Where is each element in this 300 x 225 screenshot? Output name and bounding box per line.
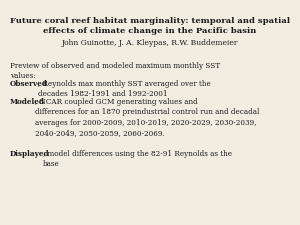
Text: , NCAR coupled GCM generating values and
differences for an 1870 preindustrial c: , NCAR coupled GCM generating values and…	[35, 98, 260, 137]
Text: Preview of observed and modeled maximum monthly SST
values:: Preview of observed and modeled maximum …	[10, 62, 220, 80]
Text: , Reynolds max monthly SST averaged over the
decades 1982-1991 and 1992-2001: , Reynolds max monthly SST averaged over…	[38, 80, 211, 98]
Text: Displayed: Displayed	[10, 150, 50, 158]
Text: Modeled: Modeled	[10, 98, 45, 106]
Text: Observed: Observed	[10, 80, 48, 88]
Text: John Guinotte, J. A. Kleypas, R.W. Buddemeier: John Guinotte, J. A. Kleypas, R.W. Budde…	[62, 39, 238, 47]
Text: , model differences using the 82-91 Reynolds as the
base: , model differences using the 82-91 Reyn…	[43, 150, 232, 168]
Text: Future coral reef habitat marginality: temporal and spatial
effects of climate c: Future coral reef habitat marginality: t…	[10, 17, 290, 35]
